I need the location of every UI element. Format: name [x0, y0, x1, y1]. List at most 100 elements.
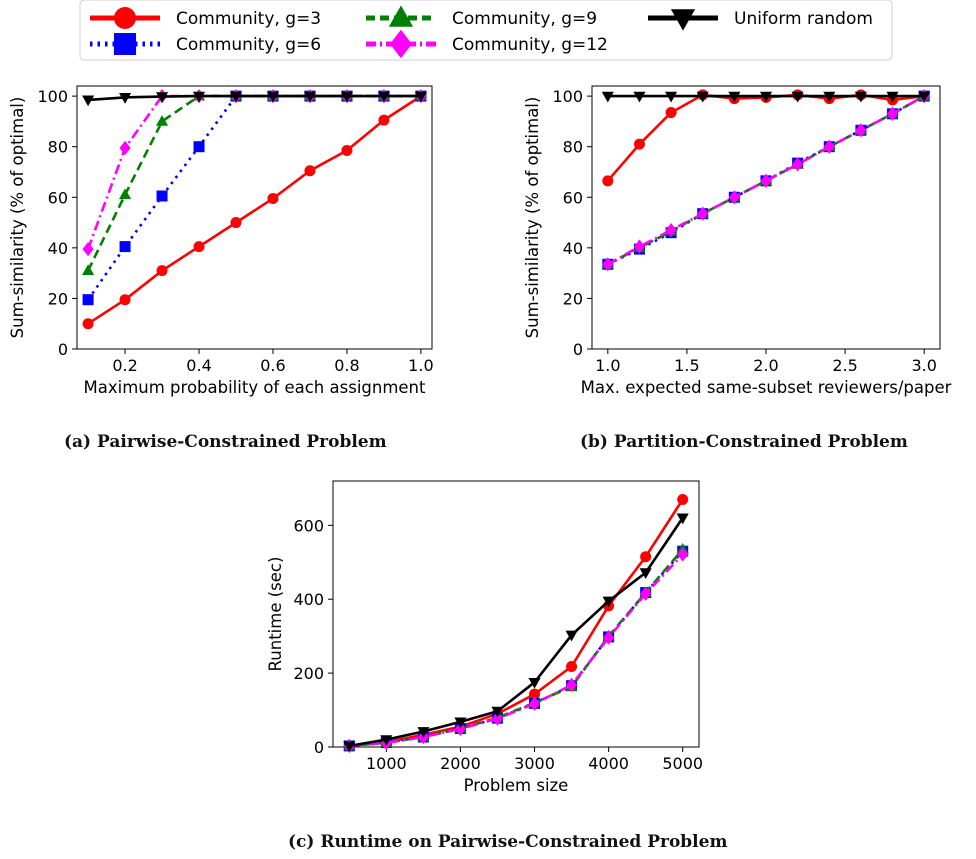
chart-pairwise-similarity: 0.2 0.4 0.6 0.8 1.0 0 20 40 60 80 100 Maximum proba…	[8, 85, 434, 397]
data-point	[529, 688, 541, 700]
series-line	[607, 94, 925, 266]
legend-entry: Uniform random	[648, 9, 873, 31]
y-tick-label: 100	[37, 87, 68, 106]
data-point	[491, 711, 503, 726]
data-point	[602, 175, 614, 187]
series-circle	[343, 493, 689, 752]
data-point	[603, 630, 615, 645]
data-point	[266, 91, 280, 103]
y-tick-label: 20	[563, 289, 583, 308]
x-tick-label: 1.0	[408, 356, 433, 375]
series-line	[88, 94, 421, 102]
x-tick-label: 2000	[440, 754, 481, 773]
y-tick-label: 0	[314, 738, 324, 757]
data-point	[303, 91, 317, 103]
legend-label: Uniform random	[734, 9, 873, 29]
data-point	[156, 190, 168, 202]
series-line	[349, 550, 684, 748]
data-point	[380, 735, 393, 746]
x-axis-label: Maximum probability of each assignment	[84, 378, 427, 397]
legend-label: Community, g=6	[176, 35, 321, 55]
series-diamond	[602, 88, 930, 272]
data-point	[454, 717, 467, 729]
legend-entry: Community, g=3	[90, 7, 321, 29]
series-circle	[82, 90, 427, 330]
x-tick-label: 3.0	[911, 356, 936, 375]
data-point	[193, 141, 205, 153]
data-point	[119, 241, 131, 253]
data-point	[340, 91, 353, 103]
data-point	[82, 264, 95, 276]
series-square	[82, 90, 427, 306]
data-point	[529, 696, 541, 711]
data-point	[414, 91, 427, 103]
legend-label: Community, g=3	[176, 9, 321, 29]
data-point	[633, 239, 645, 254]
legend-marker	[388, 5, 414, 27]
y-axis-label: Sum-similarity (% of optimal)	[523, 97, 542, 339]
data-point	[528, 677, 541, 689]
y-tick-label: 60	[563, 188, 583, 207]
data-point	[887, 106, 899, 121]
y-tick-label: 0	[573, 340, 583, 359]
series-line	[87, 95, 422, 325]
series-diamond	[82, 88, 427, 257]
data-point	[491, 706, 504, 718]
data-point	[602, 596, 615, 608]
x-tick-label: 1.5	[674, 356, 699, 375]
x-tick-label: 3000	[514, 754, 555, 773]
x-tick-label: 2.5	[832, 356, 857, 375]
data-point	[82, 318, 94, 330]
series-line	[86, 94, 421, 250]
series-square	[343, 545, 689, 752]
data-point	[119, 92, 132, 104]
series-triangle-up	[82, 89, 427, 276]
y-tick-label: 60	[48, 188, 68, 207]
data-point	[640, 551, 652, 563]
legend-label: Community, g=12	[452, 35, 608, 55]
data-point	[854, 91, 867, 103]
x-tick-label: 1000	[366, 754, 407, 773]
data-point	[665, 91, 678, 103]
series-triangle-down	[82, 91, 427, 107]
data-point	[759, 91, 773, 103]
caption-a: (a) Pairwise-Constrained Problem	[64, 432, 387, 452]
data-point	[640, 586, 652, 601]
data-point	[156, 92, 169, 103]
data-point	[601, 91, 614, 103]
data-point	[823, 139, 835, 154]
x-tick-label: 0.8	[334, 356, 359, 375]
series-triangle-down	[343, 513, 689, 753]
legend-marker	[390, 29, 412, 59]
data-point	[378, 114, 390, 126]
data-point	[229, 91, 243, 103]
y-tick-label: 40	[48, 239, 68, 258]
x-tick-label: 1.0	[595, 356, 620, 375]
series-line	[349, 553, 684, 748]
data-point	[791, 91, 804, 103]
plot-frame	[591, 85, 941, 350]
data-point	[696, 91, 709, 103]
data-point	[676, 513, 689, 525]
legend-entry: Community, g=9	[366, 5, 597, 29]
x-tick-label: 5000	[662, 754, 703, 773]
data-point	[918, 91, 931, 103]
chart-runtime: 1000 2000 3000 4000 5000 0 200 400 600 Problem si…	[266, 480, 703, 795]
y-tick-label: 0	[58, 340, 68, 359]
x-tick-label: 0.4	[186, 356, 211, 375]
data-point	[377, 91, 390, 103]
series-line	[349, 517, 684, 748]
x-tick-label: 2.0	[753, 356, 778, 375]
data-point	[677, 547, 689, 562]
x-tick-label: 0.6	[260, 356, 285, 375]
data-point	[565, 630, 578, 642]
data-point	[267, 193, 279, 205]
series-triangle-up	[343, 543, 689, 751]
data-point	[602, 257, 614, 272]
legend-marker	[670, 9, 696, 31]
data-point	[886, 91, 899, 103]
series-line	[86, 94, 421, 272]
series-line	[607, 94, 925, 266]
legend-label: Community, g=9	[452, 9, 597, 29]
